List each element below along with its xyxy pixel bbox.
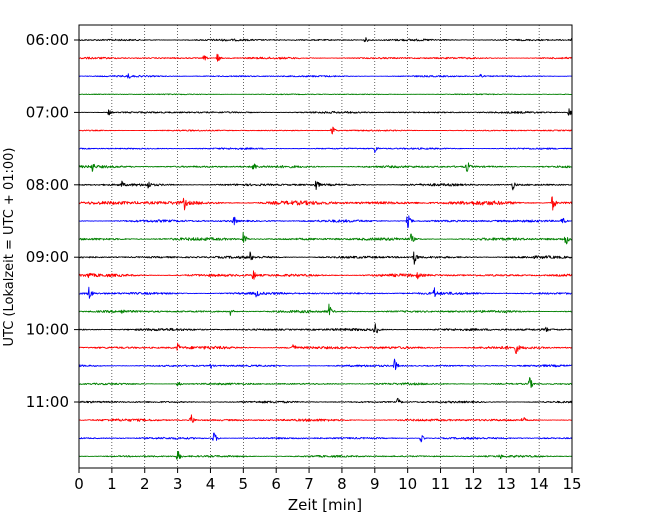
y-tick-label: 06:00 [26, 31, 69, 49]
trace-row [78, 37, 573, 43]
seismic-traces [78, 37, 573, 460]
x-tick-label: 5 [239, 475, 249, 493]
trace-row [78, 93, 573, 96]
x-tick-label: 15 [562, 475, 581, 493]
x-tick-label: 1 [107, 475, 117, 493]
x-tick-label: 8 [337, 475, 347, 493]
trace-row [78, 303, 573, 316]
trace-row [78, 231, 573, 245]
x-tick-label: 14 [530, 475, 549, 493]
trace-row [78, 162, 573, 172]
x-tick-label: 2 [140, 475, 150, 493]
x-tick-label: 9 [370, 475, 380, 493]
trace-row [78, 450, 573, 460]
trace-row [78, 215, 573, 229]
y-tick-label: 10:00 [26, 321, 69, 339]
y-axis-ticks: 06:00 07:00 08:00 09:00 10:00 11:00 [26, 31, 79, 411]
trace-row [78, 196, 573, 211]
x-tick-label: 12 [464, 475, 483, 493]
vertical-gridlines [111, 25, 540, 468]
x-tick-label: 10 [398, 475, 417, 493]
x-tick-label: 6 [271, 475, 281, 493]
trace-row [78, 53, 573, 62]
trace-row [78, 108, 573, 116]
plot-frame [78, 24, 573, 469]
x-tick-label: 3 [173, 475, 183, 493]
trace-row [78, 270, 573, 280]
x-tick-label: 13 [497, 475, 516, 493]
trace-row [78, 432, 573, 443]
x-axis-title: Zeit [min] [288, 496, 362, 514]
trace-row [78, 377, 573, 389]
trace-row [78, 147, 573, 154]
x-tick-label: 4 [206, 475, 216, 493]
trace-row [78, 358, 573, 371]
trace-row [78, 126, 573, 135]
trace-row [78, 414, 573, 423]
trace-row [78, 251, 573, 265]
trace-row [78, 397, 573, 404]
trace-row [78, 180, 573, 191]
x-axis-ticks: 0 1 2 3 4 5 6 7 8 9 10 11 12 13 14 15 [74, 468, 582, 493]
y-tick-label: 07:00 [26, 103, 69, 121]
x-tick-label: 7 [304, 475, 314, 493]
y-axis-title: UTC (Lokalzeit = UTC + 01:00) [2, 148, 17, 347]
y-tick-label: 09:00 [26, 248, 69, 266]
y-tick-label: 11:00 [26, 393, 69, 411]
x-tick-label: 11 [431, 475, 450, 493]
y-tick-label: 08:00 [26, 176, 69, 194]
trace-row [78, 286, 573, 299]
trace-row [78, 73, 573, 79]
trace-row [78, 342, 573, 355]
trace-row [78, 323, 573, 334]
x-tick-label: 0 [74, 475, 84, 493]
